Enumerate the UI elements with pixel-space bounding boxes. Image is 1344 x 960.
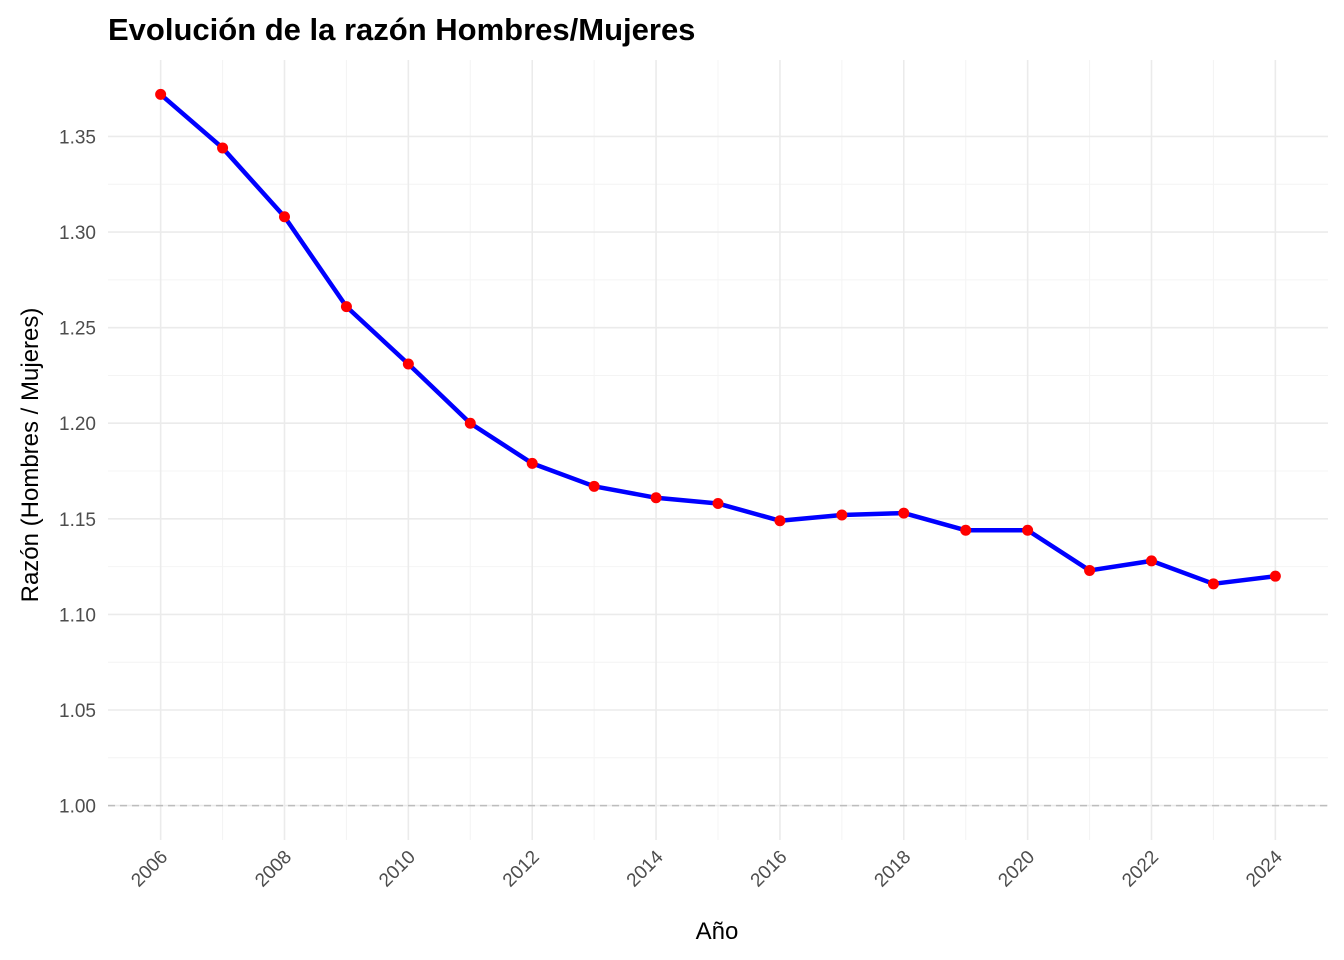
x-tick-label: 2020 — [994, 847, 1039, 892]
y-tick-label: 1.30 — [59, 223, 96, 244]
x-tick-label: 2008 — [251, 847, 296, 892]
data-point — [960, 524, 972, 536]
data-point — [1207, 578, 1219, 590]
data-point — [650, 492, 662, 504]
points-group — [155, 88, 1281, 590]
x-tick-label: 2022 — [1118, 847, 1163, 892]
x-axis-tick-labels: 2006 2008 2010 2012 2014 2016 2018 2020 2022 2024 — [127, 846, 1287, 891]
y-tick-label: 1.15 — [59, 510, 96, 531]
data-point — [1084, 564, 1096, 576]
x-axis-title: Año — [696, 918, 739, 945]
data-point — [278, 211, 290, 223]
data-point — [402, 358, 414, 370]
data-point — [588, 480, 600, 492]
y-axis-tick-labels: 1.00 1.05 1.10 1.15 1.20 1.25 1.30 1.35 — [59, 127, 96, 817]
data-point — [898, 507, 910, 519]
data-point — [155, 88, 167, 100]
data-point — [526, 457, 538, 469]
data-point — [1022, 524, 1034, 536]
chart-title: Evolución de la razón Hombres/Mujeres — [108, 12, 695, 47]
y-tick-label: 1.05 — [59, 701, 96, 722]
x-tick-label: 2024 — [1242, 846, 1287, 891]
x-tick-label: 2006 — [127, 847, 172, 892]
data-point — [836, 509, 848, 521]
y-tick-label: 1.10 — [59, 605, 96, 626]
x-tick-label: 2012 — [499, 847, 544, 892]
y-tick-label: 1.00 — [59, 797, 96, 818]
x-tick-label: 2016 — [747, 847, 792, 892]
x-tick-label: 2014 — [623, 846, 668, 891]
y-axis-title: Razón (Hombres / Mujeres) — [17, 308, 44, 603]
x-tick-label: 2018 — [871, 847, 916, 892]
data-point — [340, 301, 352, 313]
data-point — [1269, 570, 1281, 582]
data-point — [1146, 555, 1158, 567]
x-tick-label: 2010 — [375, 847, 420, 892]
data-point — [464, 417, 476, 429]
major-gridlines — [108, 60, 1328, 840]
data-point — [217, 142, 229, 154]
y-tick-label: 1.25 — [59, 319, 96, 340]
y-tick-label: 1.35 — [59, 127, 96, 148]
minor-gridlines — [108, 60, 1328, 840]
data-point — [712, 498, 724, 510]
data-point — [774, 515, 786, 527]
y-tick-label: 1.20 — [59, 414, 96, 435]
